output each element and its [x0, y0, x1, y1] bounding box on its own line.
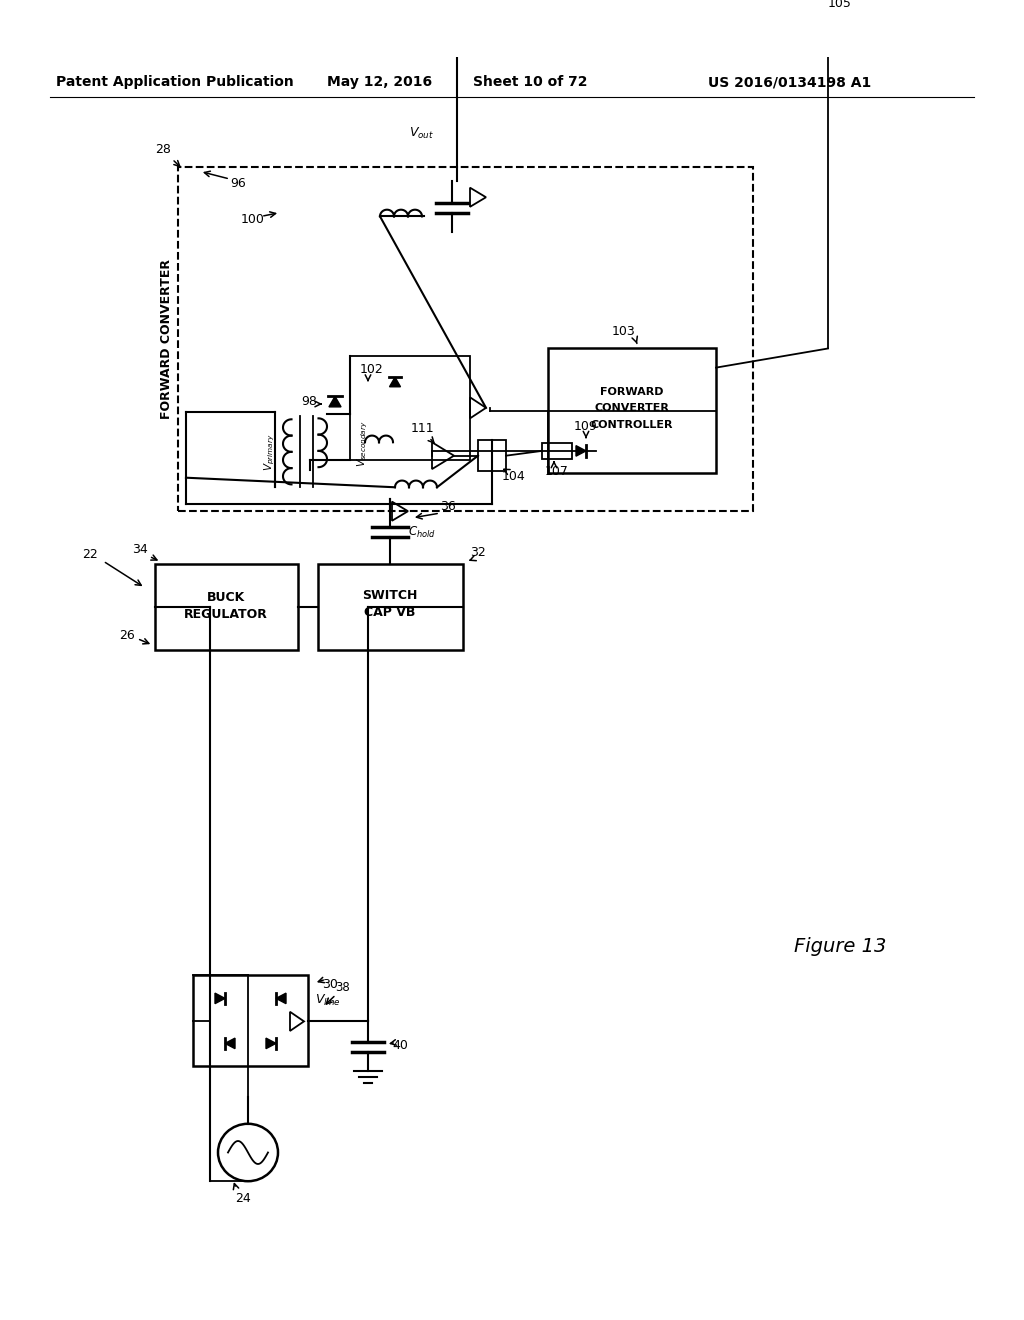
Text: $V_{primary}$: $V_{primary}$ — [263, 433, 278, 471]
Polygon shape — [215, 993, 225, 1003]
Polygon shape — [468, 41, 479, 53]
Polygon shape — [329, 396, 341, 407]
Text: US 2016/0134198 A1: US 2016/0134198 A1 — [709, 75, 871, 90]
Text: SWITCH: SWITCH — [362, 589, 418, 602]
Text: $V_{secondary}$: $V_{secondary}$ — [355, 420, 371, 467]
Text: May 12, 2016: May 12, 2016 — [328, 75, 432, 90]
Text: 104: 104 — [502, 470, 526, 483]
Polygon shape — [225, 1038, 234, 1048]
Bar — [193, 975, 308, 1067]
Bar — [318, 564, 463, 649]
Text: 103: 103 — [612, 325, 636, 338]
Text: CONTROLLER: CONTROLLER — [591, 420, 673, 430]
Text: 40: 40 — [392, 1039, 408, 1052]
Text: 28: 28 — [155, 143, 171, 156]
Polygon shape — [575, 446, 586, 457]
Polygon shape — [276, 993, 286, 1003]
Text: $C_{hold}$: $C_{hold}$ — [408, 525, 436, 540]
Text: 96: 96 — [230, 177, 246, 190]
Bar — [542, 444, 572, 458]
Text: $V_{line}$: $V_{line}$ — [315, 993, 341, 1008]
Bar — [155, 564, 298, 649]
Text: Figure 13: Figure 13 — [794, 937, 886, 956]
Text: 26: 26 — [119, 630, 135, 642]
Text: CONVERTER: CONVERTER — [595, 403, 670, 413]
Bar — [178, 166, 753, 511]
Text: FORWARD: FORWARD — [600, 387, 664, 396]
Text: 100: 100 — [241, 213, 265, 226]
Text: 107: 107 — [545, 466, 569, 478]
Text: 34: 34 — [132, 543, 147, 556]
Text: 36: 36 — [440, 500, 456, 513]
Polygon shape — [266, 1038, 276, 1048]
Text: CAP VB: CAP VB — [365, 606, 416, 619]
Text: REGULATOR: REGULATOR — [184, 609, 268, 622]
Text: 111: 111 — [411, 422, 434, 436]
Text: 24: 24 — [236, 1192, 251, 1205]
Text: FORWARD CONVERTER: FORWARD CONVERTER — [160, 259, 172, 418]
Text: 105: 105 — [828, 0, 852, 11]
Bar — [350, 356, 470, 459]
Text: $V_{out}$: $V_{out}$ — [410, 125, 434, 141]
Bar — [548, 348, 716, 473]
Bar — [478, 441, 506, 471]
Text: 22: 22 — [82, 548, 98, 561]
Text: Patent Application Publication: Patent Application Publication — [56, 75, 294, 90]
Text: 38: 38 — [336, 981, 350, 994]
Polygon shape — [389, 378, 400, 387]
Text: BUCK: BUCK — [207, 591, 245, 603]
Text: 102: 102 — [360, 363, 384, 376]
Text: 32: 32 — [470, 546, 485, 558]
Text: 98: 98 — [301, 395, 317, 408]
Text: 109: 109 — [574, 421, 598, 433]
Text: Sheet 10 of 72: Sheet 10 of 72 — [473, 75, 587, 90]
Text: 30: 30 — [323, 978, 338, 991]
